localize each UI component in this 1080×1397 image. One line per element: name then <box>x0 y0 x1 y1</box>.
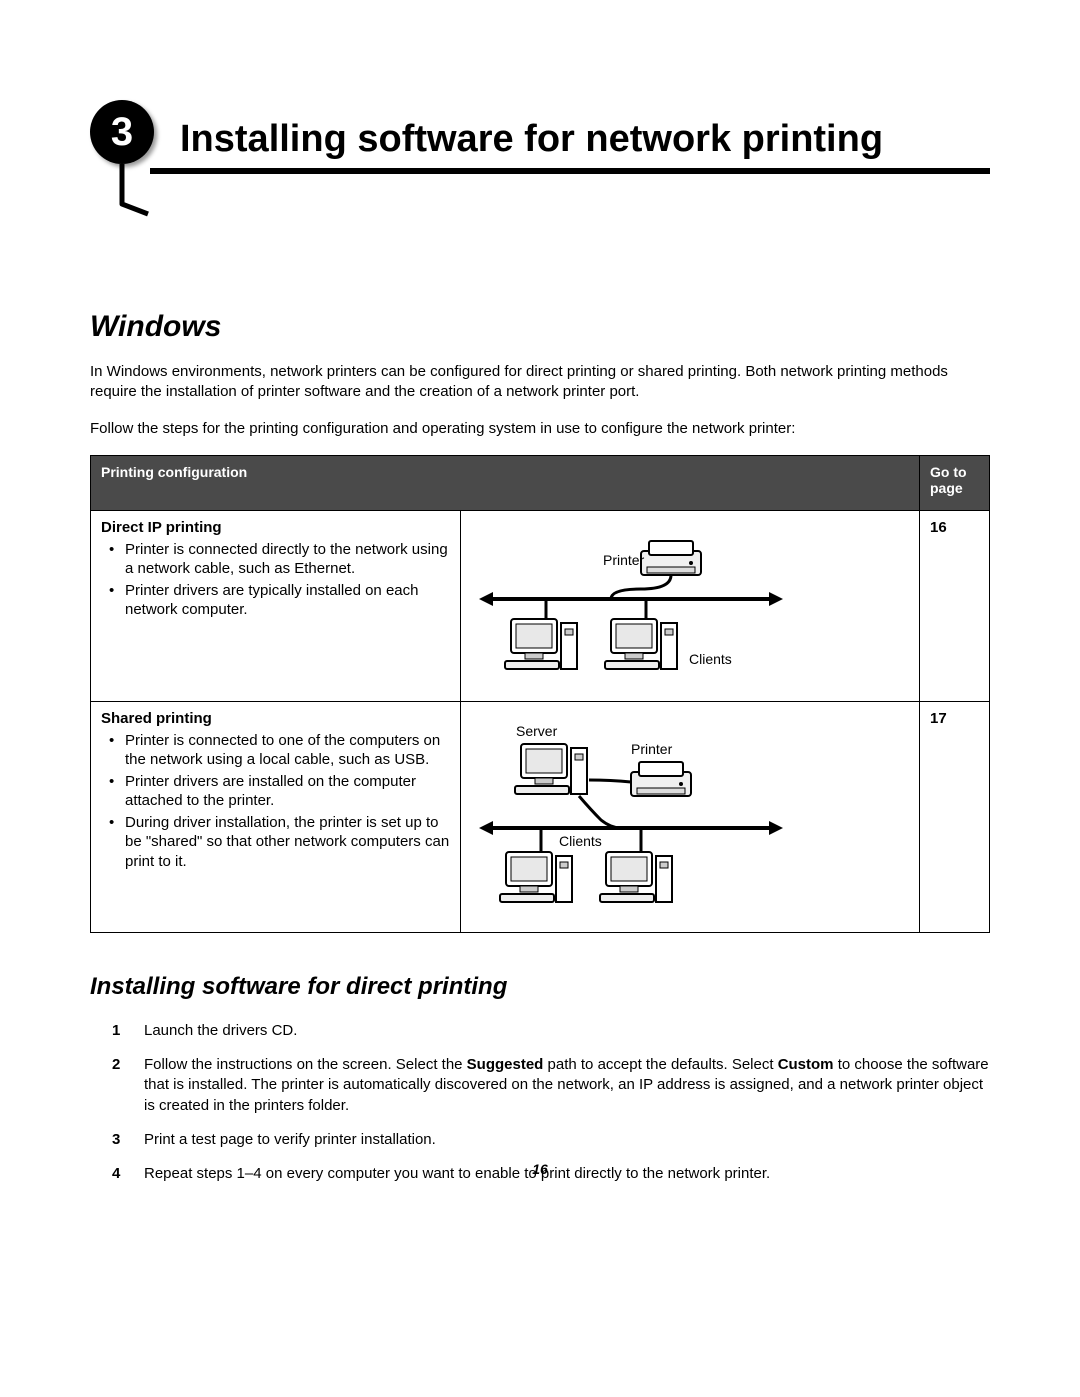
diagram-label-server: Server <box>516 723 558 739</box>
table-row: Shared printing Printer is connected to … <box>91 701 990 932</box>
list-item: During driver installation, the printer … <box>115 813 450 872</box>
diagram-label-printer: Printer <box>631 741 673 757</box>
section-heading-windows: Windows <box>90 310 990 344</box>
step-text: Follow the instructions on the screen. S… <box>144 1056 467 1073</box>
cell-title: Direct IP printing <box>101 519 450 536</box>
chapter-header: 3 Installing software for network printi… <box>90 100 990 220</box>
cell-page: 16 <box>920 510 990 701</box>
step-text-bold: Custom <box>778 1056 834 1073</box>
cell-shared-desc: Shared printing Printer is connected to … <box>91 701 461 932</box>
cell-page: 17 <box>920 701 990 932</box>
shared-printing-diagram: Server Printer <box>471 710 791 920</box>
step-item: Print a test page to verify printer inst… <box>130 1130 990 1150</box>
diagram-label-printer: Printer <box>603 552 645 568</box>
chapter-number-badge: 3 <box>90 100 154 164</box>
cell-direct-ip-desc: Direct IP printing Printer is connected … <box>91 510 461 701</box>
list-item: Printer is connected directly to the net… <box>115 540 450 579</box>
table-header-goto: Go to page <box>920 455 990 510</box>
page-number: 16 <box>0 1161 1080 1177</box>
list-item: Printer drivers are installed on the com… <box>115 772 450 811</box>
table-header-config: Printing configuration <box>91 455 920 510</box>
step-text: path to accept the defaults. Select <box>543 1056 777 1073</box>
section-heading-direct-printing: Installing software for direct printing <box>90 973 990 1001</box>
direct-ip-diagram: Printer <box>471 519 791 689</box>
printing-config-table: Printing configuration Go to page Direct… <box>90 455 990 933</box>
cell-title: Shared printing <box>101 710 450 727</box>
list-item: Printer drivers are typically installed … <box>115 581 450 620</box>
step-item: Launch the drivers CD. <box>130 1021 990 1041</box>
intro-paragraph-1: In Windows environments, network printer… <box>90 362 990 403</box>
diagram-label-clients: Clients <box>559 833 602 849</box>
table-row: Direct IP printing Printer is connected … <box>91 510 990 701</box>
diagram-label-clients: Clients <box>689 651 732 667</box>
step-text-bold: Suggested <box>467 1056 544 1073</box>
chapter-title: Installing software for network printing <box>180 118 883 161</box>
cell-direct-ip-diagram: Printer <box>461 510 920 701</box>
step-item: Follow the instructions on the screen. S… <box>130 1055 990 1116</box>
list-item: Printer is connected to one of the compu… <box>115 731 450 770</box>
install-steps: Launch the drivers CD. Follow the instru… <box>90 1021 990 1185</box>
intro-paragraph-2: Follow the steps for the printing config… <box>90 419 990 439</box>
cell-shared-diagram: Server Printer <box>461 701 920 932</box>
chapter-rule <box>150 168 990 174</box>
